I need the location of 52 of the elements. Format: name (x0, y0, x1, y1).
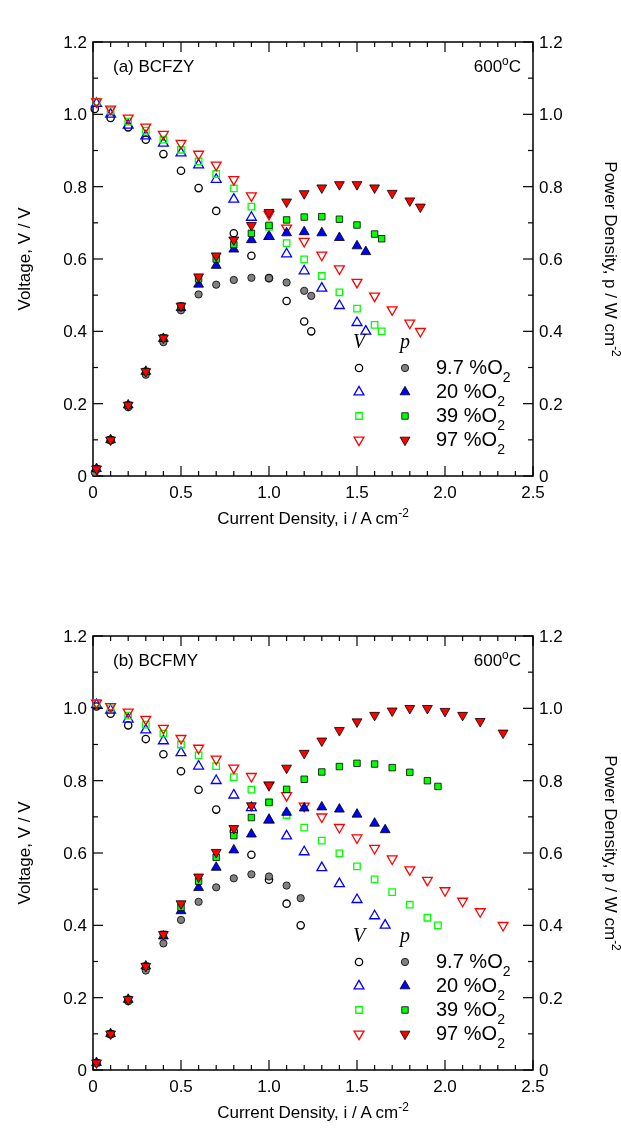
y2-tick-label: 0.8 (539, 177, 563, 197)
x-axis-title: Current Density, i / A cm$^{-2}$ (217, 1100, 410, 1122)
y-tick-label: 0.6 (63, 250, 87, 269)
x-tick-label: 0.5 (169, 483, 193, 502)
text: 600$^{o}$C (473, 54, 521, 76)
y-tick-label: 0 (77, 467, 87, 486)
annotation: V (352, 924, 368, 946)
y-tick-label: 0.2 (63, 394, 87, 414)
y-tick-label: 0.2 (63, 988, 87, 1008)
y2-tick-label: 0 (539, 1061, 549, 1080)
x-tick-label: 2.0 (433, 1077, 457, 1096)
y-tick-label: 0.4 (63, 322, 87, 342)
y-tick-label: 0.8 (63, 177, 87, 197)
y2-tick-label: 0.2 (539, 394, 563, 414)
y2-tick-label: 0.6 (539, 844, 563, 863)
x-tick-label: 2.5 (521, 483, 545, 502)
x-axis-title: Current Density, i / A cm$^{-2}$ (217, 506, 410, 528)
y2-tick-label: 0.4 (539, 322, 563, 342)
legend-label: 9.7 %O$_{2}$ (436, 950, 511, 979)
y-tick-label: 1.2 (63, 627, 87, 646)
y-axis-title: Voltage, V / V (15, 206, 34, 311)
y-tick-label: 0.4 (63, 916, 87, 936)
annotation: p (398, 330, 410, 353)
y-tick-label: 1.2 (63, 33, 87, 52)
text: (b) BCFMY (113, 651, 198, 670)
y2-tick-label: 1.0 (539, 699, 563, 719)
y2-tick-label: 0.2 (539, 988, 563, 1008)
y2-tick-label: 0.8 (539, 771, 563, 791)
x-tick-label: 0.5 (169, 1077, 193, 1096)
x-tick-label: 1.5 (345, 1077, 369, 1096)
x-tick-label: 2.5 (521, 1077, 545, 1096)
y2-tick-label: 1.2 (539, 627, 563, 646)
y-tick-label: 1.0 (63, 699, 87, 719)
y-axis-title: Voltage, V / V (15, 800, 34, 905)
y2-tick-label: 1.2 (539, 33, 563, 52)
y2-tick-label: 0 (539, 467, 549, 486)
y2-tick-label: 0.6 (539, 250, 563, 269)
annotation: p (398, 924, 410, 947)
y2-tick-label: 0.4 (539, 916, 563, 936)
text: 600$^{o}$C (473, 648, 521, 670)
y-tick-label: 1.0 (63, 105, 87, 125)
x-tick-label: 1.0 (257, 483, 281, 502)
y-tick-label: 0.8 (63, 771, 87, 791)
y2-tick-label: 1.0 (539, 105, 563, 125)
x-tick-label: 2.0 (433, 483, 457, 502)
x-tick-label: 1.5 (345, 483, 369, 502)
annotation: V (352, 330, 368, 352)
legend-label: 9.7 %O$_{2}$ (436, 356, 511, 385)
y-tick-label: 0.6 (63, 844, 87, 863)
text: (a) BCFZY (113, 57, 195, 76)
y-tick-label: 0 (77, 1061, 87, 1080)
x-tick-label: 1.0 (257, 1077, 281, 1096)
